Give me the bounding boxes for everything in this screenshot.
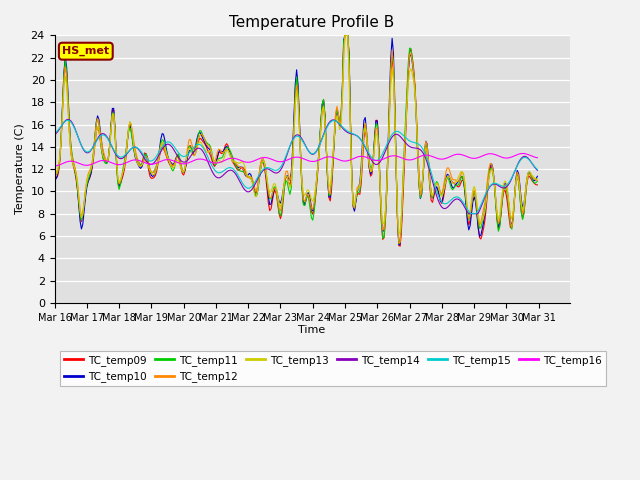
Line: TC_temp12: TC_temp12: [54, 36, 538, 243]
Text: HS_met: HS_met: [62, 46, 109, 56]
Line: TC_temp09: TC_temp09: [54, 36, 538, 246]
Line: TC_temp13: TC_temp13: [54, 36, 538, 234]
Line: TC_temp11: TC_temp11: [54, 36, 538, 244]
X-axis label: Time: Time: [298, 325, 326, 336]
Line: TC_temp15: TC_temp15: [54, 120, 538, 214]
Line: TC_temp10: TC_temp10: [54, 36, 538, 245]
Line: TC_temp16: TC_temp16: [54, 154, 538, 166]
Legend: TC_temp09, TC_temp10, TC_temp11, TC_temp12, TC_temp13, TC_temp14, TC_temp15, TC_: TC_temp09, TC_temp10, TC_temp11, TC_temp…: [60, 351, 606, 386]
Line: TC_temp14: TC_temp14: [54, 120, 538, 214]
Title: Temperature Profile B: Temperature Profile B: [230, 15, 395, 30]
Y-axis label: Temperature (C): Temperature (C): [15, 124, 25, 215]
